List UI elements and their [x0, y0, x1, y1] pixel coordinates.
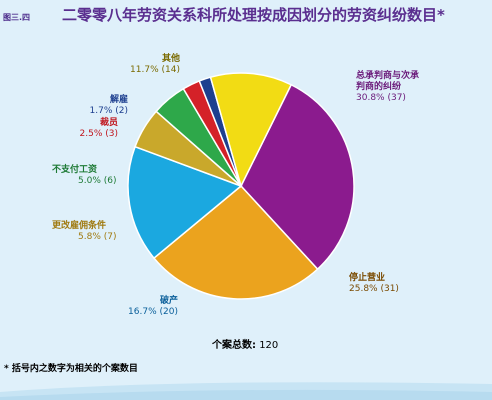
label-value: 5.8% (7) — [78, 232, 117, 242]
label-slice-others: 其他 11.7% (14) — [112, 54, 180, 76]
label-slice-contractor: 总承判商与次承判商的纠纷 30.8% (37) — [356, 71, 426, 104]
label-name: 裁员 — [99, 118, 118, 128]
label-slice-closure: 停止营业 25.8% (31) — [349, 273, 399, 295]
pie-slice-7 — [209, 72, 293, 189]
pie-slice-2 — [127, 145, 243, 260]
label-value: 1.7% (2) — [89, 106, 129, 116]
label-value: 11.7% (14) — [130, 65, 180, 75]
label-name: 破产 — [159, 296, 178, 306]
total-cases: 个案总数: 120 — [212, 336, 278, 351]
label-value: 30.8% (37) — [356, 93, 406, 103]
label-name: 总承判商与次承判商的纠纷 — [356, 71, 420, 92]
figure-number: 图三.四 — [3, 13, 31, 22]
label-slice-unpaid-wages: 不支付工资 5.0% (6) — [52, 165, 117, 187]
decorative-swoosh — [0, 382, 492, 400]
label-name: 停止营业 — [349, 273, 386, 283]
label-name: 其他 — [161, 54, 180, 64]
label-value: 16.7% (20) — [128, 307, 178, 317]
label-slice-redundancy: 裁员 2.5% (3) — [58, 118, 119, 140]
label-value: 2.5% (3) — [79, 129, 119, 139]
total-label: 个案总数: — [212, 340, 256, 351]
label-name: 解雇 — [109, 95, 128, 105]
label-name: 更改雇佣条件 — [52, 221, 107, 231]
label-value: 5.0% (6) — [78, 176, 117, 186]
label-name: 不支付工资 — [52, 165, 98, 175]
pie-slice-1 — [152, 184, 319, 300]
label-slice-bankruptcy: 破产 16.7% (20) — [118, 296, 178, 318]
total-value: 120 — [259, 340, 279, 351]
pie-slice-0 — [240, 83, 355, 271]
label-slice-dismissal: 解雇 1.7% (2) — [68, 95, 129, 117]
footnote: * 括号内之数字为相关的个案数目 — [4, 364, 138, 374]
label-value: 25.8% (31) — [349, 284, 399, 294]
label-slice-change-terms: 更改雇佣条件 5.8% (7) — [52, 221, 117, 243]
chart-title: 二零零八年劳资关系科所处理按成因划分的劳资纠纷数目* — [62, 6, 445, 24]
